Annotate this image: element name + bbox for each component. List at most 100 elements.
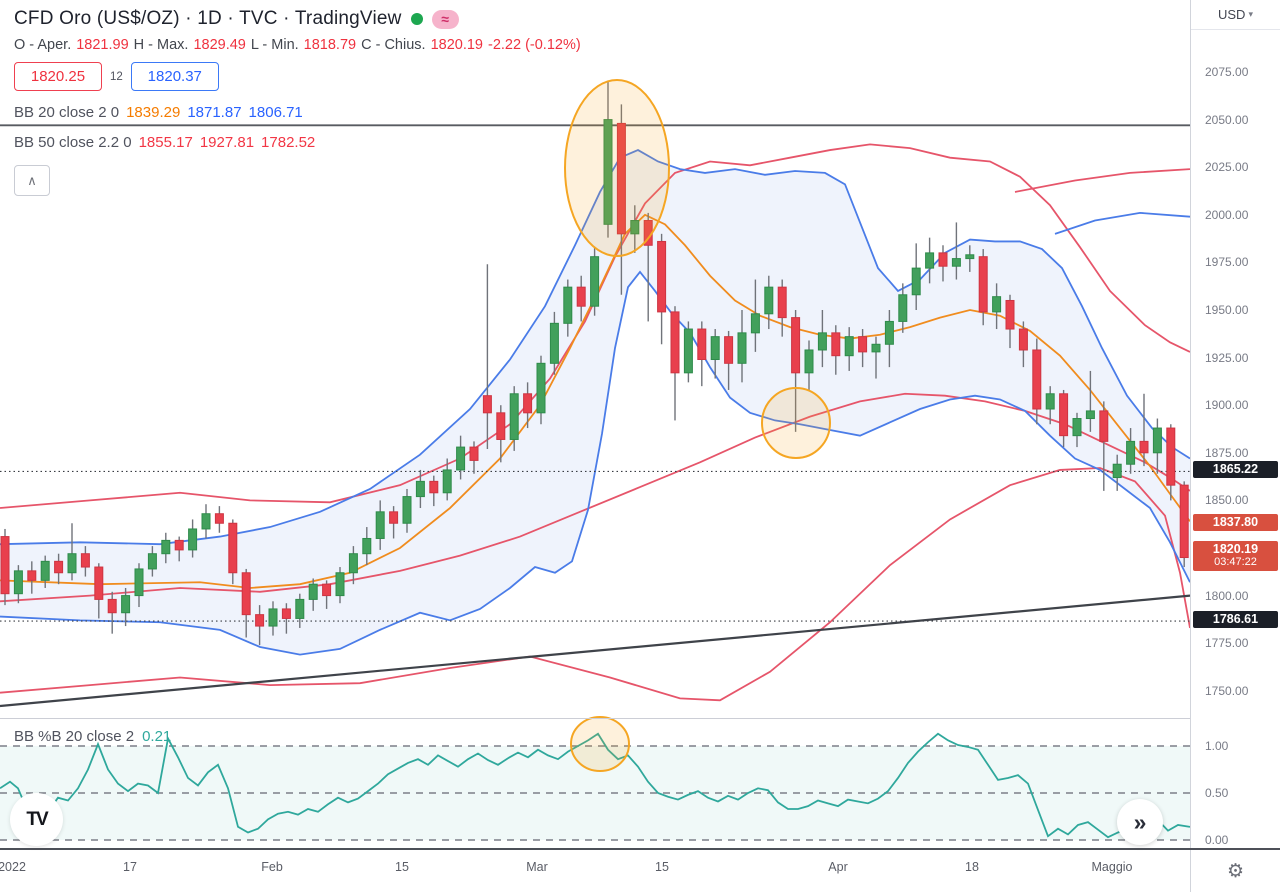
candle-body: [724, 336, 734, 364]
candle-body: [456, 446, 466, 471]
candle-body: [871, 343, 881, 353]
price-label-1900: 1900.00: [1205, 398, 1249, 413]
tv-logo-glyph: TV: [26, 808, 48, 830]
candle-body: [603, 119, 613, 225]
trendline: [0, 594, 1191, 708]
candle-body: [255, 614, 265, 627]
candle-body: [804, 349, 814, 374]
price-label-1975: 1975.00: [1205, 255, 1249, 270]
candle-body: [308, 583, 318, 600]
bb20_mid-line: [0, 213, 1191, 589]
spread-value: 12: [110, 70, 123, 83]
candle-body: [188, 528, 198, 551]
time-label-15: 15: [395, 860, 409, 874]
time-label-15: 15: [655, 860, 669, 874]
highlight-ellipse: [564, 79, 670, 257]
price-axis[interactable]: USD ▾ 2075.00 2050.00 2025.00 2000.00 1975.0…: [1190, 0, 1280, 848]
candle-body: [777, 286, 787, 319]
collapse-legend-button[interactable]: ∧: [14, 165, 50, 196]
price-level-tag: 1865.22: [1193, 461, 1278, 479]
sell-bid-button[interactable]: 1820.25: [14, 62, 102, 91]
candle-body: [710, 336, 720, 361]
candle-body: [335, 572, 345, 597]
candle-body: [214, 513, 224, 524]
candle-body: [737, 332, 747, 364]
candle-body: [549, 322, 559, 364]
price-label-1850: 1850.00: [1205, 493, 1249, 508]
time-axis-divider: [0, 848, 1280, 850]
candle-body: [1072, 418, 1082, 437]
candle-body: [295, 598, 305, 619]
candle-body: [1152, 427, 1162, 454]
candle-body: [978, 256, 988, 313]
candle-body: [764, 286, 774, 315]
candle-body: [858, 336, 868, 353]
pane-divider[interactable]: [0, 718, 1280, 719]
candle-body: [161, 539, 171, 555]
candle-body: [94, 566, 104, 600]
gear-icon[interactable]: ⚙: [1226, 860, 1245, 882]
candle-body: [1005, 299, 1015, 330]
candle-body: [121, 595, 131, 614]
candle-body: [134, 568, 144, 597]
last-price-tag: 1820.19 03:47:22: [1193, 541, 1278, 572]
candle-body: [536, 362, 546, 414]
price-level-tag: 1837.80: [1193, 513, 1278, 531]
time-axis[interactable]: 2022 17 Feb 15 Mar 15 Apr 18 Maggio: [0, 850, 1190, 892]
candle-body: [1179, 484, 1189, 559]
candle-body: [402, 496, 412, 524]
time-label-18: 18: [965, 860, 979, 874]
bb-percent-pane[interactable]: [0, 716, 1191, 848]
candle-body: [147, 553, 157, 570]
candle-body: [1045, 393, 1055, 410]
candle-body: [616, 122, 626, 235]
currency-label: USD: [1218, 7, 1246, 22]
candle-body: [938, 252, 948, 267]
candle-body: [80, 553, 90, 568]
price-label-1775: 1775.00: [1205, 636, 1249, 651]
tradingview-logo: TV: [10, 793, 63, 846]
candle-body: [389, 511, 399, 524]
candle-body: [241, 572, 251, 616]
candle-body: [697, 328, 707, 361]
buy-ask-button[interactable]: 1820.37: [130, 62, 219, 91]
currency-dropdown[interactable]: USD ▾: [1191, 0, 1280, 30]
extra_red-line: [1014, 168, 1191, 193]
candle-body: [0, 536, 10, 595]
candle-body: [576, 286, 586, 307]
price-label-1750: 1750.00: [1205, 683, 1249, 698]
pb-axis-label-0.00: 0.00: [1205, 833, 1229, 847]
candle-body: [469, 446, 479, 461]
candle-body: [54, 560, 64, 574]
bb50_lower-line: [0, 467, 1191, 702]
price-chart-pane[interactable]: [0, 0, 1191, 718]
candle-body: [657, 240, 667, 313]
scroll-to-latest-button[interactable]: »: [1117, 799, 1163, 845]
pb-axis-label-1.00: 1.00: [1205, 739, 1229, 753]
candle-body: [375, 511, 385, 539]
candle-body: [750, 313, 760, 334]
candle-body: [107, 598, 117, 614]
candle-body: [13, 570, 23, 595]
candle-body: [482, 395, 492, 414]
candle-body: [630, 220, 640, 235]
candle-body: [281, 608, 291, 619]
extra_blue-line: [1054, 211, 1191, 235]
candle-body: [201, 513, 211, 530]
candle-body: [362, 537, 372, 555]
time-label-Feb: Feb: [261, 860, 283, 874]
candle-body: [1112, 463, 1122, 479]
candle-body: [817, 332, 827, 351]
candle-body: [67, 553, 77, 574]
price-label-2000: 2000.00: [1205, 207, 1249, 222]
pb-highlight-ellipse: [570, 716, 630, 772]
price-label-2075: 2075.00: [1205, 65, 1249, 79]
candle-body: [1085, 410, 1095, 420]
candle-body: [844, 336, 854, 357]
candle-body: [174, 539, 184, 551]
time-label-2022: 2022: [0, 860, 26, 874]
price-label-2050: 2050.00: [1205, 112, 1249, 127]
highlight-ellipse: [761, 387, 831, 459]
candle-body: [496, 412, 506, 440]
price-label-1800: 1800.00: [1205, 588, 1249, 603]
